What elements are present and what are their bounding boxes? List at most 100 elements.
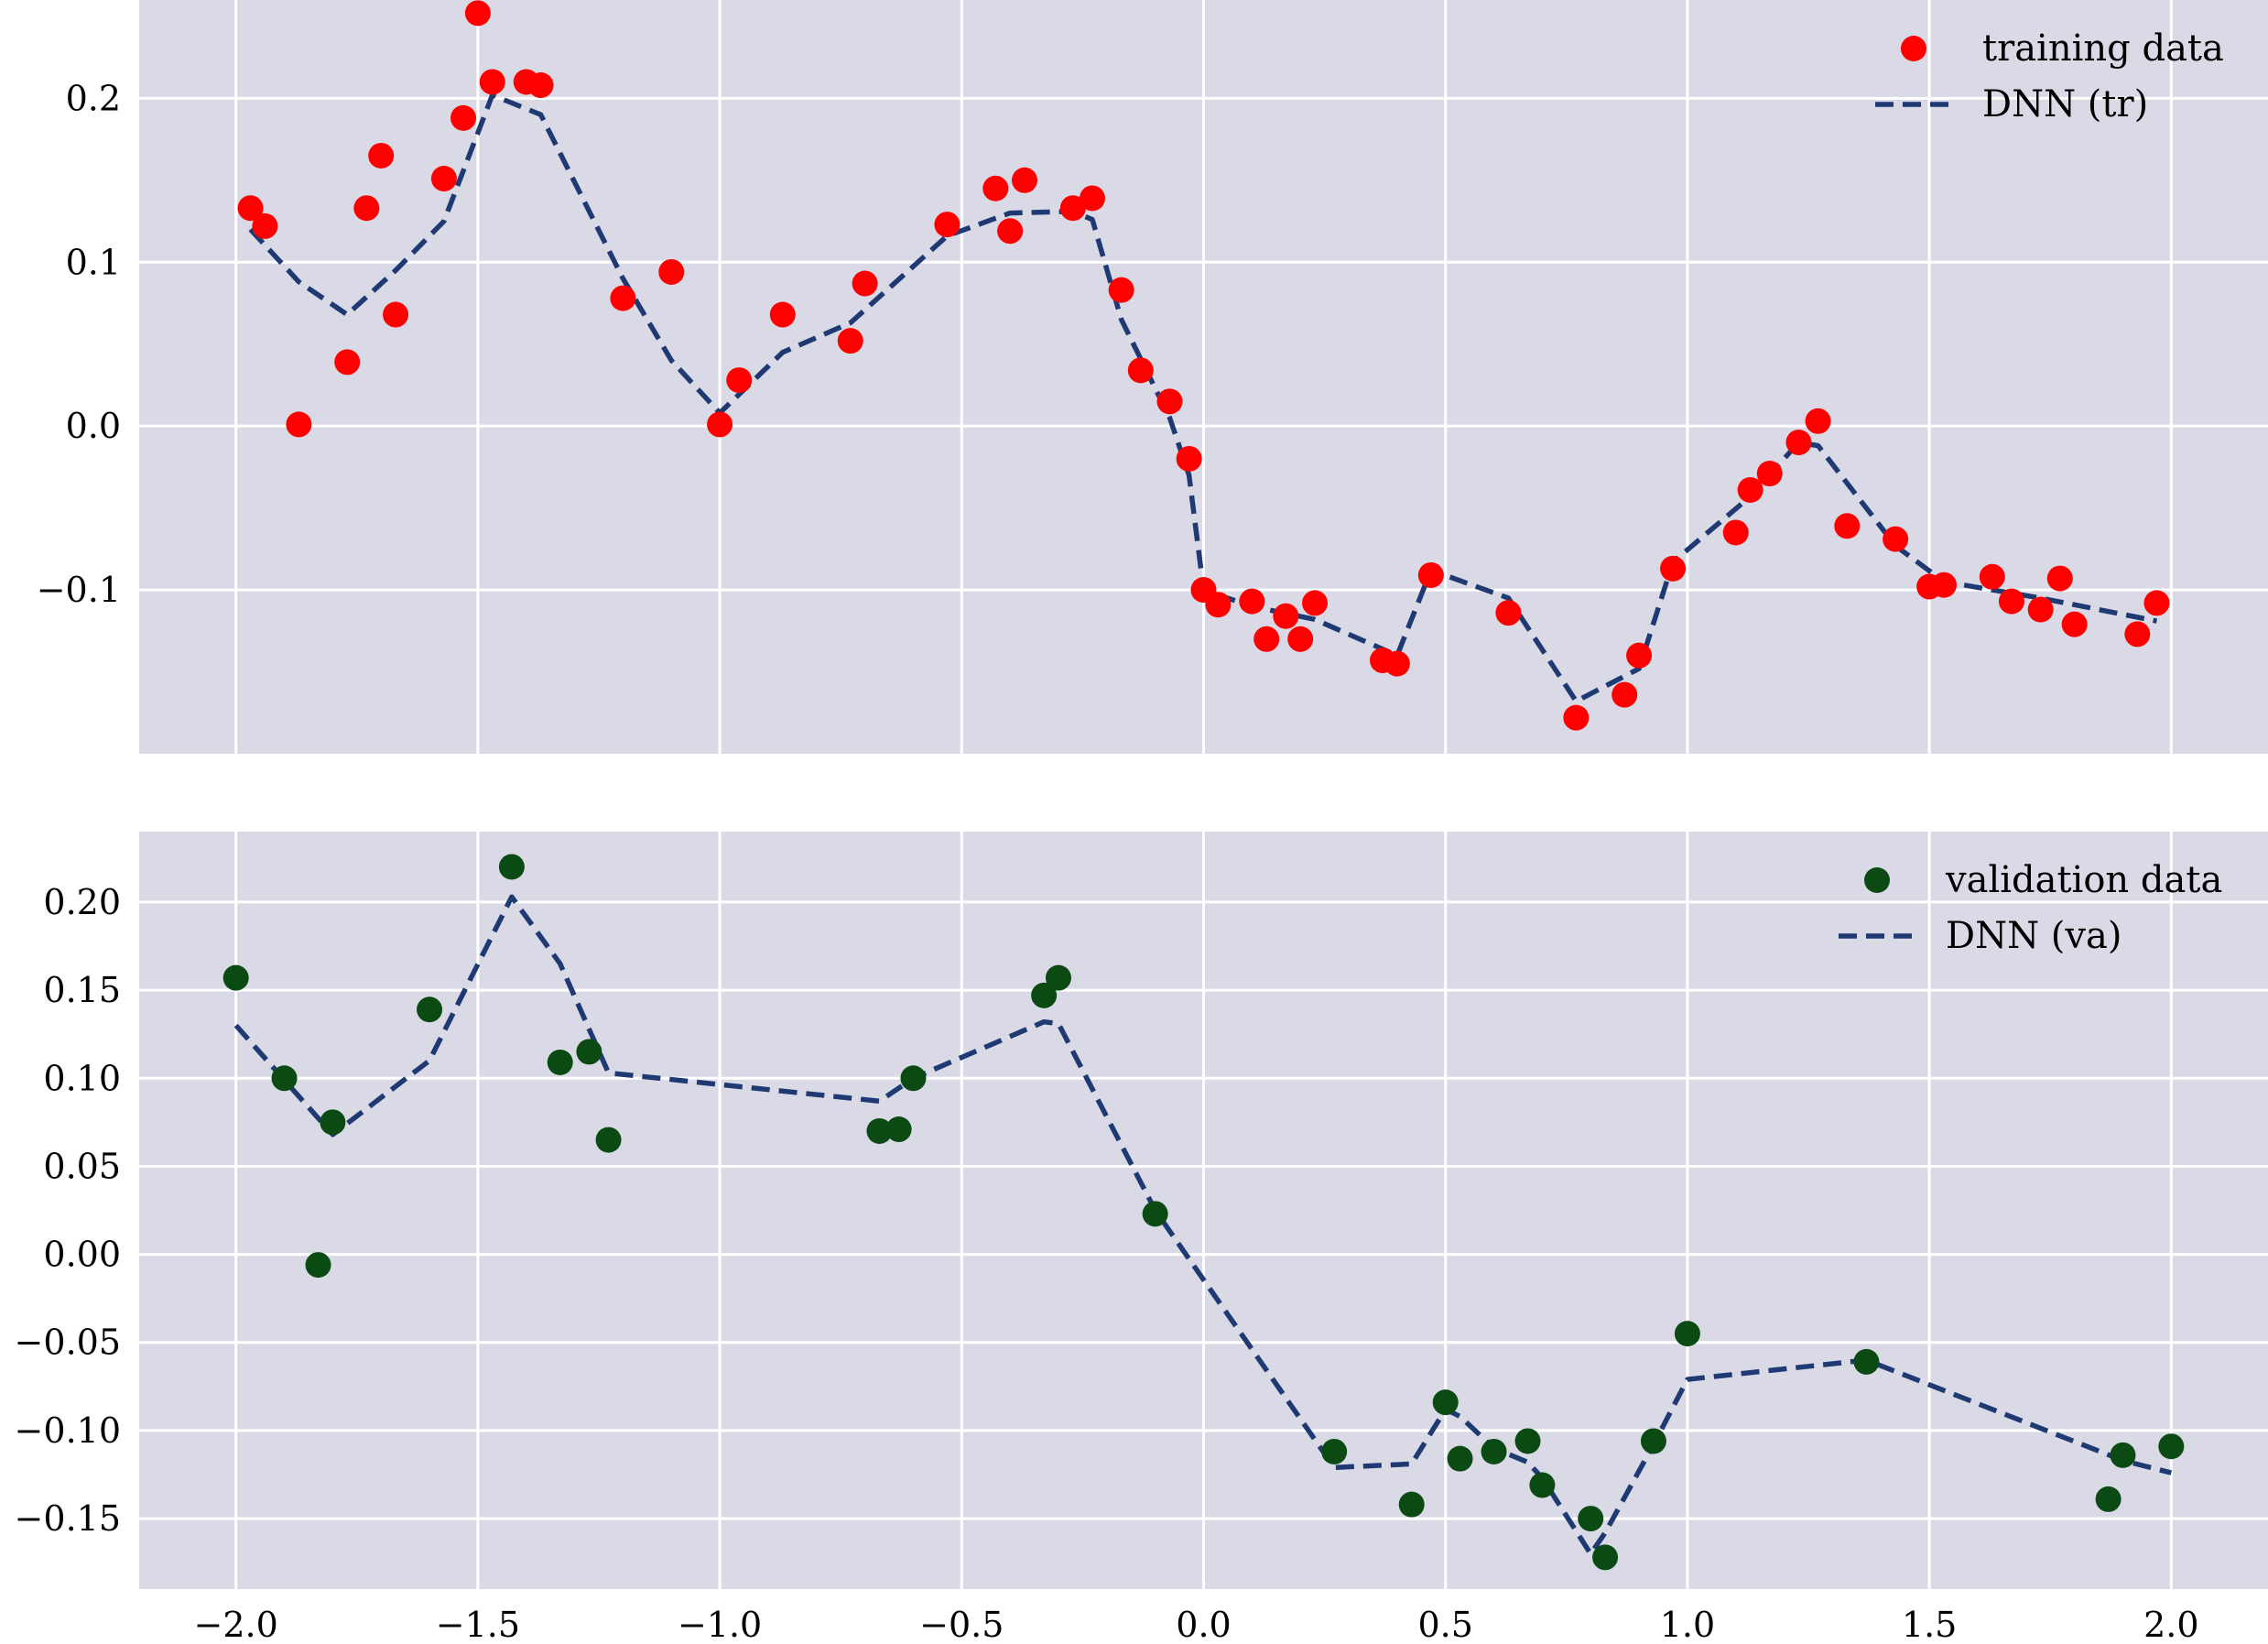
- data-point: [2095, 1486, 2122, 1512]
- data-point: [658, 258, 685, 285]
- x-tick-label: −1.5: [436, 1605, 520, 1644]
- data-point: [900, 1065, 927, 1092]
- y-tick-label: 0.15: [43, 970, 121, 1010]
- data-point: [1660, 555, 1687, 582]
- legend-label: DNN (va): [1946, 915, 2122, 957]
- y-tick-label: −0.05: [15, 1323, 121, 1363]
- data-point: [1176, 445, 1202, 472]
- data-point: [1302, 590, 1329, 616]
- x-tick-label: 0.5: [1417, 1605, 1472, 1644]
- data-point: [1756, 461, 1783, 487]
- legend: validation data DNN (va): [1839, 859, 2222, 957]
- y-tick-label: 0.1: [66, 242, 121, 282]
- data-point: [1640, 1428, 1666, 1454]
- legend-label: training data: [1982, 27, 2224, 70]
- data-point: [498, 854, 525, 880]
- data-point: [1883, 526, 1909, 552]
- data-point: [368, 142, 395, 169]
- y-tick-label: 0.2: [66, 78, 121, 118]
- y-tick-label: 0.05: [43, 1146, 121, 1186]
- y-tick-label: −0.1: [37, 570, 121, 610]
- data-point: [997, 218, 1024, 245]
- data-point: [1108, 277, 1134, 303]
- data-point: [252, 212, 278, 239]
- data-point: [1239, 588, 1265, 615]
- data-point: [417, 996, 443, 1023]
- y-tick-label: 0.00: [43, 1235, 121, 1275]
- data-point: [1805, 408, 1831, 434]
- data-point: [1287, 626, 1314, 652]
- x-tick-label: 0.0: [1176, 1605, 1231, 1644]
- data-point: [2061, 611, 2088, 637]
- data-point: [1578, 1506, 1604, 1532]
- data-point: [934, 212, 960, 238]
- data-point: [271, 1065, 298, 1092]
- data-point: [1979, 563, 2005, 590]
- legend: training data DNN (tr): [1875, 27, 2224, 125]
- data-point: [237, 195, 264, 222]
- data-point: [1592, 1544, 1619, 1571]
- data-point: [1127, 357, 1154, 384]
- data-point: [430, 166, 457, 192]
- data-point: [726, 367, 753, 394]
- data-point: [1563, 704, 1590, 731]
- data-point: [2046, 565, 2073, 592]
- x-tick-label: 2.0: [2143, 1605, 2198, 1644]
- data-point: [1432, 1389, 1459, 1416]
- data-point: [320, 1109, 346, 1136]
- data-point: [1011, 167, 1037, 193]
- data-point: [1930, 572, 1957, 598]
- legend-marker: [1901, 36, 1926, 61]
- data-point: [1998, 588, 2024, 615]
- data-point: [610, 285, 636, 311]
- legend-label: DNN (tr): [1982, 83, 2148, 125]
- data-point: [1253, 626, 1280, 652]
- data-point: [1031, 982, 1058, 1008]
- data-point: [1495, 600, 1522, 626]
- data-point: [2027, 596, 2054, 623]
- data-point: [1045, 964, 1071, 991]
- data-point: [982, 175, 1009, 201]
- data-point: [1273, 603, 1299, 629]
- data-point: [1722, 519, 1749, 546]
- data-point: [2158, 1433, 2185, 1460]
- y-tick-label: 0.20: [43, 882, 121, 922]
- data-point: [383, 301, 409, 328]
- data-point: [1514, 1428, 1541, 1454]
- data-point: [595, 1127, 622, 1153]
- data-point: [885, 1116, 912, 1143]
- data-point: [2143, 590, 2170, 616]
- data-point: [464, 0, 491, 27]
- legend-marker: [1864, 867, 1890, 893]
- data-point: [1156, 388, 1183, 415]
- data-point: [1079, 185, 1105, 212]
- data-point: [1674, 1321, 1700, 1347]
- training-panel: −0.1 0.0 0.1 0.2 training data DNN (tr): [37, 0, 2268, 754]
- legend-label: validation data: [1945, 859, 2222, 901]
- y-tick-label: 0.10: [43, 1058, 121, 1098]
- y-tick-label: −0.10: [15, 1410, 121, 1451]
- validation-panel: −0.15 −0.10 −0.05 0.00 0.05 0.10 0.15 0.20 −2.0 −…: [15, 832, 2268, 1644]
- data-point: [1853, 1348, 1880, 1375]
- x-tick-label: −1.0: [678, 1605, 762, 1644]
- data-point: [1142, 1201, 1168, 1227]
- data-point: [866, 1117, 893, 1144]
- data-point: [1529, 1472, 1556, 1498]
- data-point: [1205, 592, 1232, 618]
- x-tick-label: 1.0: [1660, 1605, 1715, 1644]
- data-point: [769, 301, 796, 328]
- data-point: [2124, 621, 2151, 648]
- x-tick-label: −2.0: [194, 1605, 278, 1644]
- data-point: [1384, 650, 1410, 677]
- data-point: [222, 964, 249, 991]
- data-point: [1834, 513, 1861, 539]
- y-tick-label: 0.0: [66, 406, 121, 446]
- data-point: [1447, 1445, 1473, 1472]
- data-point: [837, 328, 863, 354]
- data-point: [305, 1252, 331, 1279]
- data-point: [353, 195, 380, 222]
- data-point: [1737, 476, 1763, 503]
- y-tick-label: −0.15: [15, 1498, 121, 1539]
- data-point: [1481, 1438, 1507, 1464]
